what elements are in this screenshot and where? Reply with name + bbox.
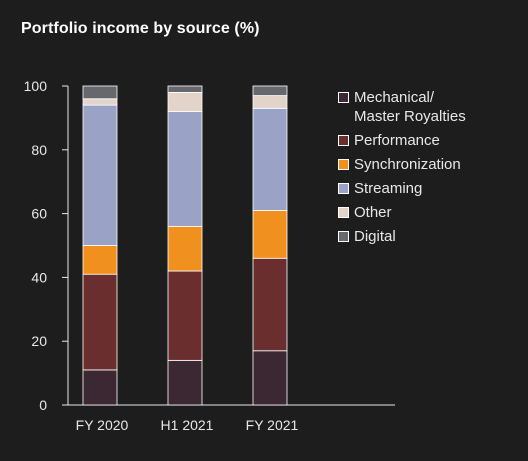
- bar-segment-fy-2021-1: [252, 257, 288, 352]
- y-tick-label-40: 40: [31, 269, 47, 285]
- legend-swatch: [338, 135, 349, 146]
- y-tick-label-20: 20: [31, 333, 47, 349]
- bar-segment-fy-2021-2: [252, 210, 288, 259]
- legend-swatch: [338, 159, 349, 170]
- bar-segment-fy-2020-0: [82, 369, 118, 406]
- legend-item-3: Streaming: [338, 177, 466, 201]
- x-tick-label-2: FY 2021: [246, 417, 299, 433]
- legend-item-4: Other: [338, 201, 466, 225]
- y-tick-label-0: 0: [39, 397, 47, 413]
- x-tick-label-0: FY 2020: [76, 417, 129, 433]
- y-tick-label-80: 80: [31, 142, 47, 158]
- bar-segment-h1-2021-1: [167, 270, 203, 361]
- bar-segment-fy-2020-4: [82, 98, 118, 106]
- bar-segment-fy-2021-3: [252, 107, 288, 211]
- y-tick-label-100: 100: [24, 78, 48, 94]
- chart-title: Portfolio income by source (%): [21, 20, 260, 37]
- legend-item-1: Performance: [338, 129, 466, 153]
- bar-segment-fy-2020-3: [82, 104, 118, 246]
- legend-label: Synchronization: [354, 156, 461, 173]
- bar-segment-h1-2021-3: [167, 111, 203, 227]
- legend-swatch: [338, 207, 349, 218]
- legend-label: Other: [354, 204, 392, 221]
- chart-legend: Mechanical/ Master Royalties Performance S…: [338, 86, 466, 249]
- x-tick-label-1: H1 2021: [161, 417, 214, 433]
- legend-label: Streaming: [354, 180, 423, 197]
- bar-segment-fy-2020-2: [82, 245, 118, 275]
- bar-segment-h1-2021-4: [167, 91, 203, 112]
- bar-segment-fy-2020-1: [82, 273, 118, 371]
- bar-segment-fy-2021-5: [252, 85, 288, 96]
- legend-item-5: Digital: [338, 225, 466, 249]
- legend-item-0: Mechanical/ Master Royalties: [338, 86, 466, 129]
- bar-segment-fy-2021-4: [252, 95, 288, 109]
- bar-segment-h1-2021-2: [167, 225, 203, 272]
- legend-item-2: Synchronization: [338, 153, 466, 177]
- bar-segment-h1-2021-0: [167, 359, 203, 406]
- legend-label: Digital: [354, 228, 396, 245]
- legend-swatch: [338, 183, 349, 194]
- bar-segment-h1-2021-5: [167, 85, 203, 93]
- bar-segment-fy-2021-0: [252, 350, 288, 406]
- bar-segment-fy-2020-5: [82, 85, 118, 100]
- y-tick-label-60: 60: [31, 206, 47, 222]
- legend-swatch: [338, 231, 349, 242]
- legend-swatch: [338, 92, 349, 103]
- legend-label: Performance: [354, 132, 440, 149]
- legend-label: Mechanical/ Master Royalties: [354, 89, 466, 125]
